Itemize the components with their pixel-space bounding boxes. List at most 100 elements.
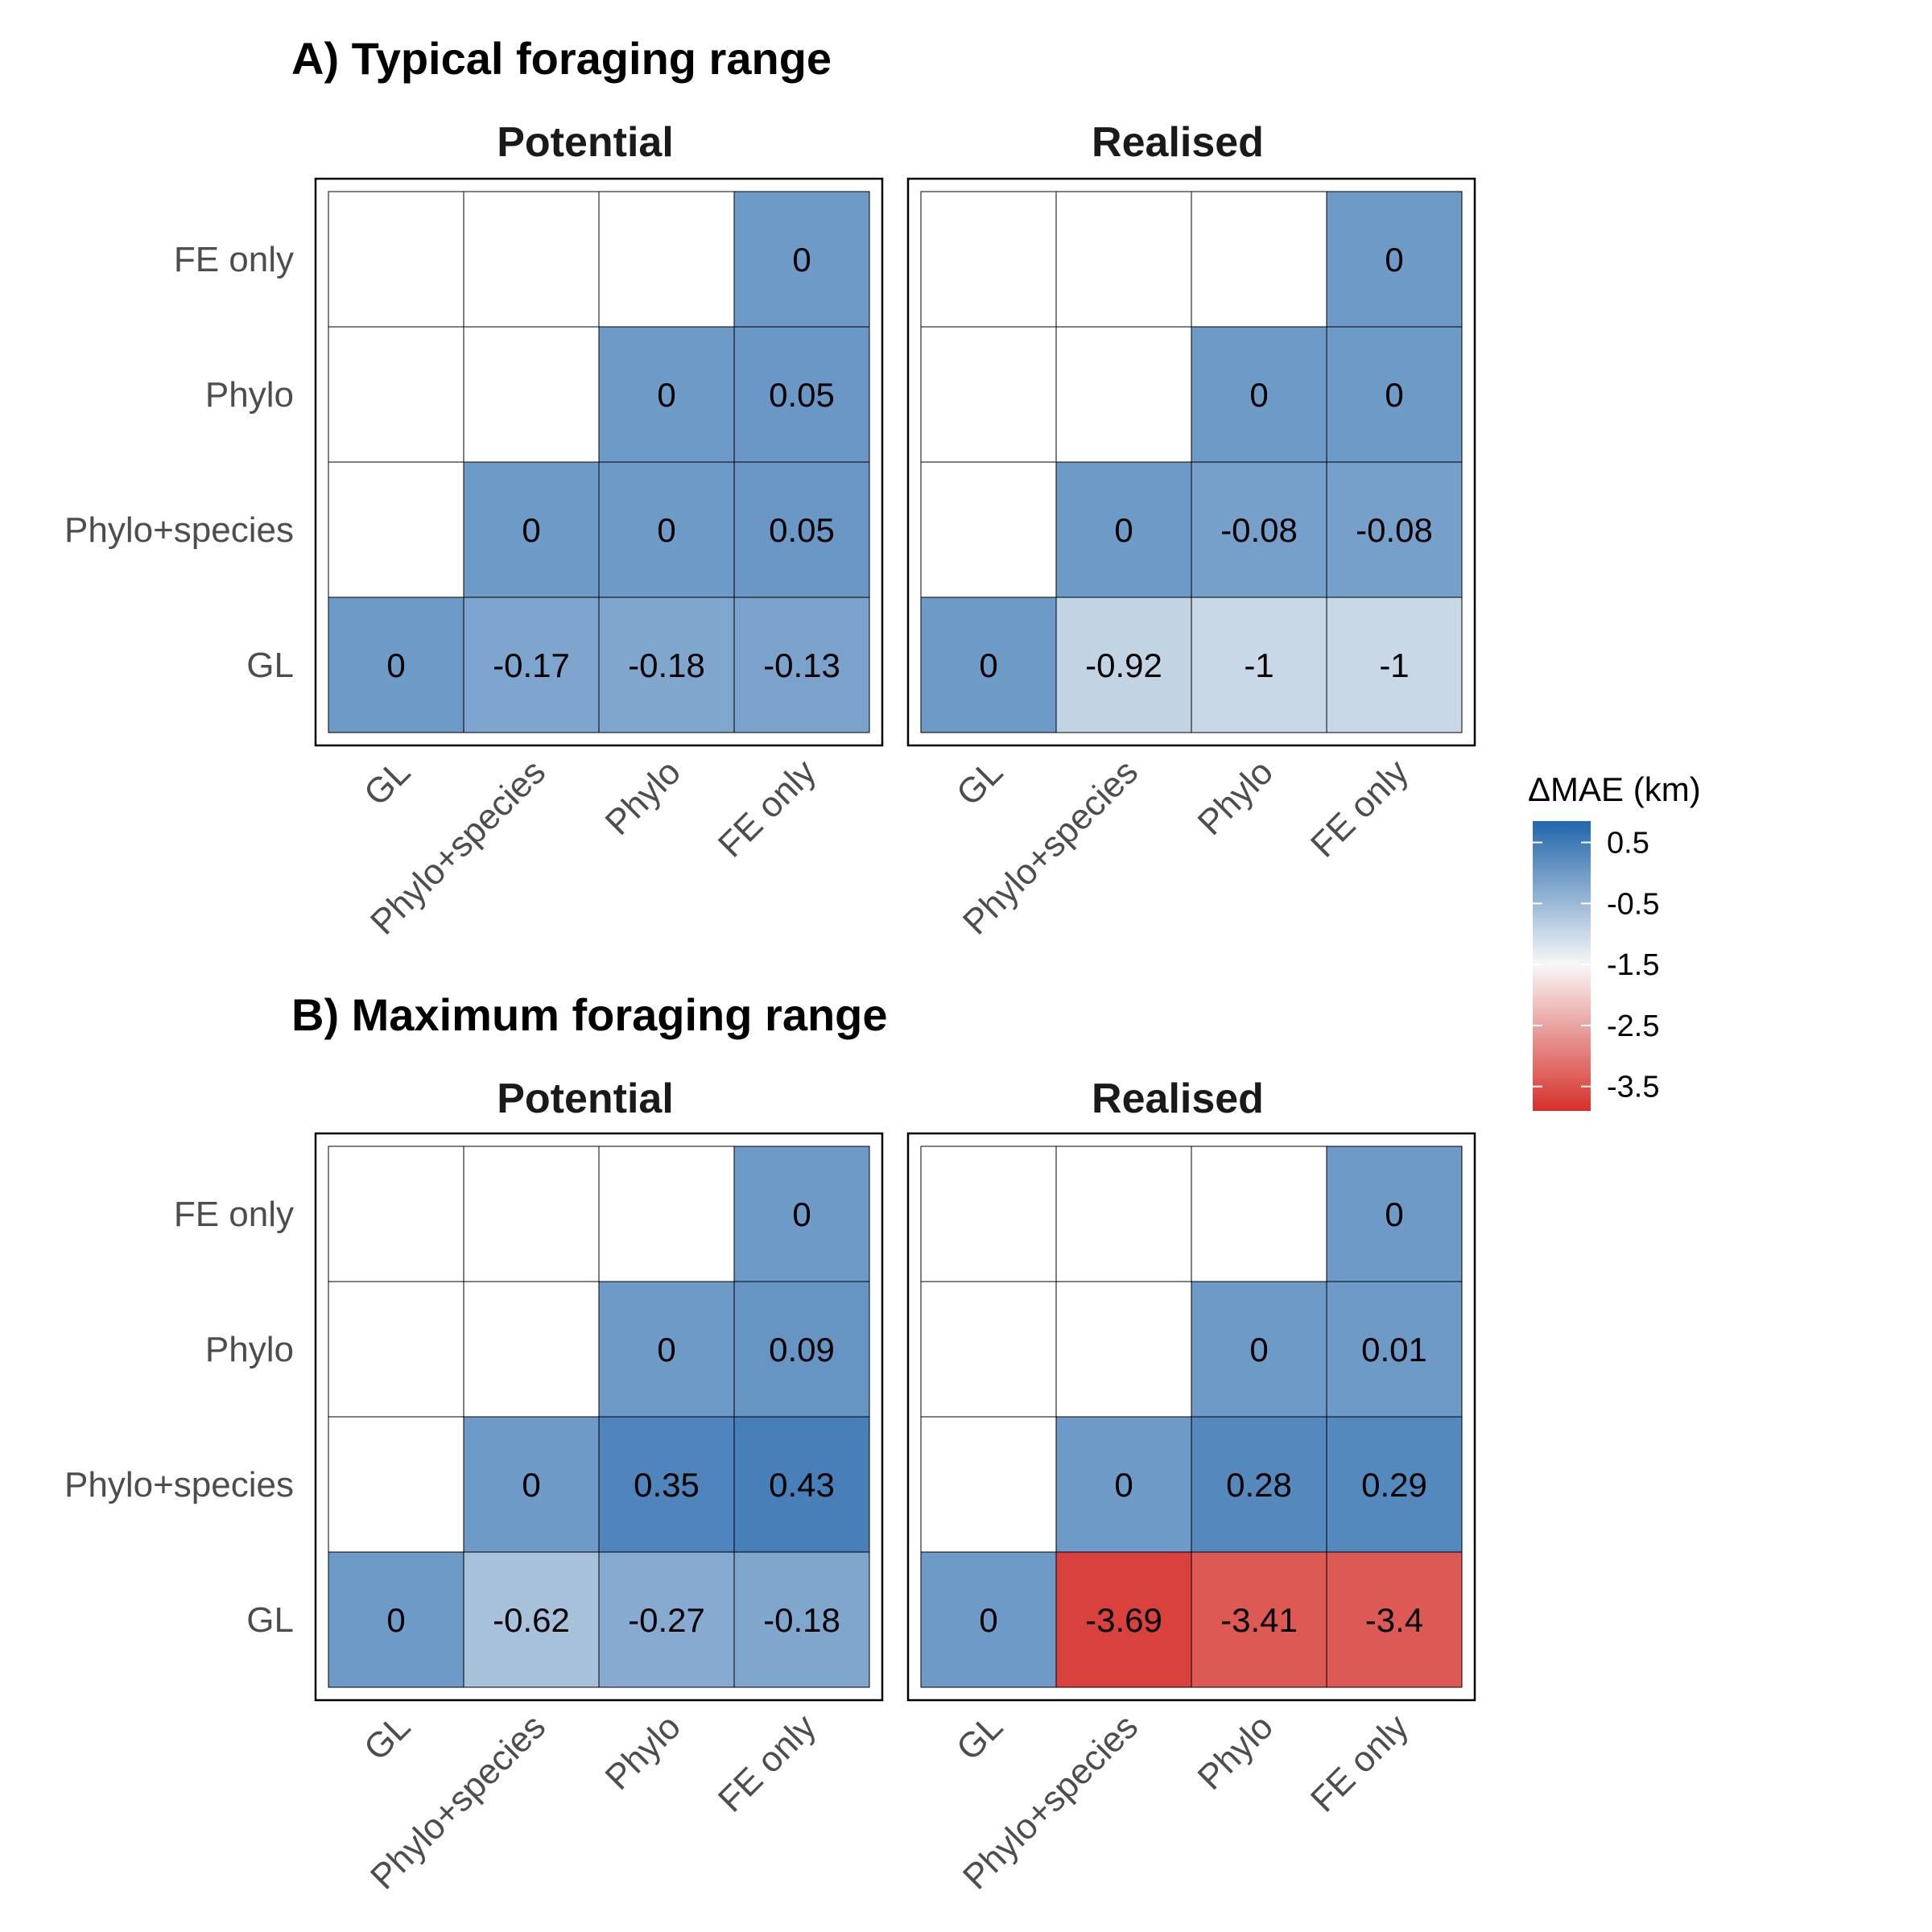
section-title: A) Typical foraging range: [291, 33, 832, 84]
heatmap-cell: [733, 326, 870, 463]
cell-value-label: 0: [792, 1195, 811, 1233]
legend-title: ΔMAE (km): [1528, 770, 1701, 808]
empty-cell: [920, 1281, 1057, 1418]
cell-value-label: -3.4: [1365, 1601, 1423, 1639]
cell-value-label: -1: [1379, 646, 1409, 684]
chart-section-a: A) Typical foraging range Potential 0 -0.17…: [64, 33, 1476, 943]
empty-cell: [1055, 1146, 1192, 1282]
empty-cell: [920, 461, 1057, 598]
panel-title: Realised: [1092, 119, 1264, 166]
heatmap-cell: [733, 1281, 870, 1418]
cell-value-label: 0.28: [1226, 1466, 1292, 1504]
panel-border: [314, 1132, 884, 1702]
cell-value-label: 0: [1114, 511, 1133, 549]
row-label-fe-only: FE only: [174, 1195, 294, 1234]
heatmap-cell: [1326, 597, 1463, 733]
cell-value-label: 0.43: [769, 1466, 835, 1504]
panel-potential: Potential 0 -0.17 -0.18 -0.13 0 0 0.05 0 0.05 0 GL P…: [314, 119, 884, 943]
row-label-phylo: Phylo: [205, 1330, 294, 1369]
panel-border: [906, 177, 1476, 747]
heatmap-cell: [1191, 597, 1327, 733]
cell-value-label: -0.08: [1356, 511, 1433, 549]
empty-cell: [920, 1416, 1057, 1553]
cell-value-label: 0: [657, 511, 675, 549]
heatmap-cell: [1326, 326, 1463, 463]
empty-cell: [463, 1281, 600, 1418]
heatmap-cell: [733, 191, 870, 328]
col-label-fe-only: FE only: [1303, 752, 1416, 865]
cell-value-label: 0: [1114, 1466, 1133, 1504]
panel-title: Realised: [1092, 1075, 1264, 1122]
empty-cell: [328, 1416, 464, 1553]
heatmap-cell: [733, 1551, 870, 1688]
chart-section-b: B) Maximum foraging range Potential 0 -0.62…: [64, 989, 1476, 1897]
row-label-fe-only: FE only: [174, 240, 294, 279]
heatmap-cell: [1326, 461, 1463, 598]
cell-value-label: 0.09: [769, 1331, 835, 1368]
row-label-phylo-species: Phylo+species: [64, 1465, 294, 1505]
color-legend: ΔMAE (km) 0.5 -0.5 -1.5 -2.5 -3.5: [1528, 770, 1701, 1111]
cell-value-label: -0.17: [493, 646, 570, 684]
empty-cell: [920, 1146, 1057, 1282]
heatmap-cell: [1191, 1551, 1327, 1688]
heatmap-cell: [598, 461, 735, 598]
col-label-fe-only: FE only: [711, 1707, 824, 1819]
heatmap-cell: [1055, 597, 1192, 733]
cell-value-label: 0.35: [634, 1466, 700, 1504]
row-label-gl: GL: [246, 1600, 294, 1640]
legend-tick-label: -2.5: [1607, 1009, 1659, 1043]
row-label-phylo-species: Phylo+species: [64, 510, 294, 550]
empty-cell: [1055, 191, 1192, 328]
heatmap-cell: [1326, 1416, 1463, 1553]
cell-value-label: 0: [657, 376, 675, 414]
heatmap-cell: [598, 1281, 735, 1418]
heatmap-cell: [1191, 1416, 1327, 1553]
col-label-phylo: Phylo: [1191, 752, 1281, 842]
cell-value-label: 0: [1385, 241, 1403, 279]
panel-title: Potential: [497, 119, 674, 166]
cell-value-label: -3.41: [1220, 1601, 1298, 1639]
heatmap-cell: [1055, 1416, 1192, 1553]
cell-value-label: 0: [979, 1601, 997, 1639]
cell-value-label: 0.01: [1361, 1331, 1427, 1368]
empty-cell: [328, 191, 464, 328]
panel-border: [314, 177, 884, 747]
heatmap-cell: [1191, 1281, 1327, 1418]
panel-title: Potential: [497, 1075, 674, 1122]
heatmap-cell: [1326, 1146, 1463, 1282]
row-label-phylo: Phylo: [205, 375, 294, 415]
empty-cell: [920, 326, 1057, 463]
cell-value-label: 0: [792, 241, 811, 279]
cell-value-label: -0.92: [1085, 646, 1162, 684]
heatmap-cell: [328, 1551, 464, 1688]
heatmap-cell: [463, 1416, 600, 1553]
cell-value-label: 0: [1385, 376, 1403, 414]
cell-value-label: -0.13: [763, 646, 840, 684]
heatmap-cell: [733, 1416, 870, 1553]
cell-value-label: -1: [1244, 646, 1274, 684]
heatmap-cell: [463, 461, 600, 598]
empty-cell: [1191, 1146, 1327, 1282]
heatmap-cell: [1326, 191, 1463, 328]
empty-cell: [328, 1281, 464, 1418]
heatmap-cell: [1055, 1551, 1192, 1688]
cell-value-label: -0.27: [628, 1601, 705, 1639]
col-label-phylo: Phylo: [598, 1707, 688, 1797]
heatmap-cell: [598, 1551, 735, 1688]
panel-border: [906, 1132, 1476, 1702]
empty-cell: [463, 326, 600, 463]
panel-realised: Realised 0 -3.69 -3.41 -3.4 0 0.28 0.29 0 0.01 0 GL…: [906, 1075, 1476, 1897]
section-title: B) Maximum foraging range: [291, 989, 888, 1040]
cell-value-label: 0.29: [1361, 1466, 1427, 1504]
cell-value-label: 0: [522, 1466, 540, 1504]
col-label-gl: GL: [357, 1707, 418, 1768]
cell-value-label: 0: [522, 511, 540, 549]
legend-color-bar: [1533, 821, 1591, 1111]
empty-cell: [1055, 1281, 1192, 1418]
empty-cell: [1055, 326, 1192, 463]
heatmap-cell: [463, 1551, 600, 1688]
col-label-fe-only: FE only: [1303, 1707, 1416, 1819]
empty-cell: [328, 1146, 464, 1282]
cell-value-label: 0: [1385, 1195, 1403, 1233]
cell-value-label: -0.62: [493, 1601, 570, 1639]
